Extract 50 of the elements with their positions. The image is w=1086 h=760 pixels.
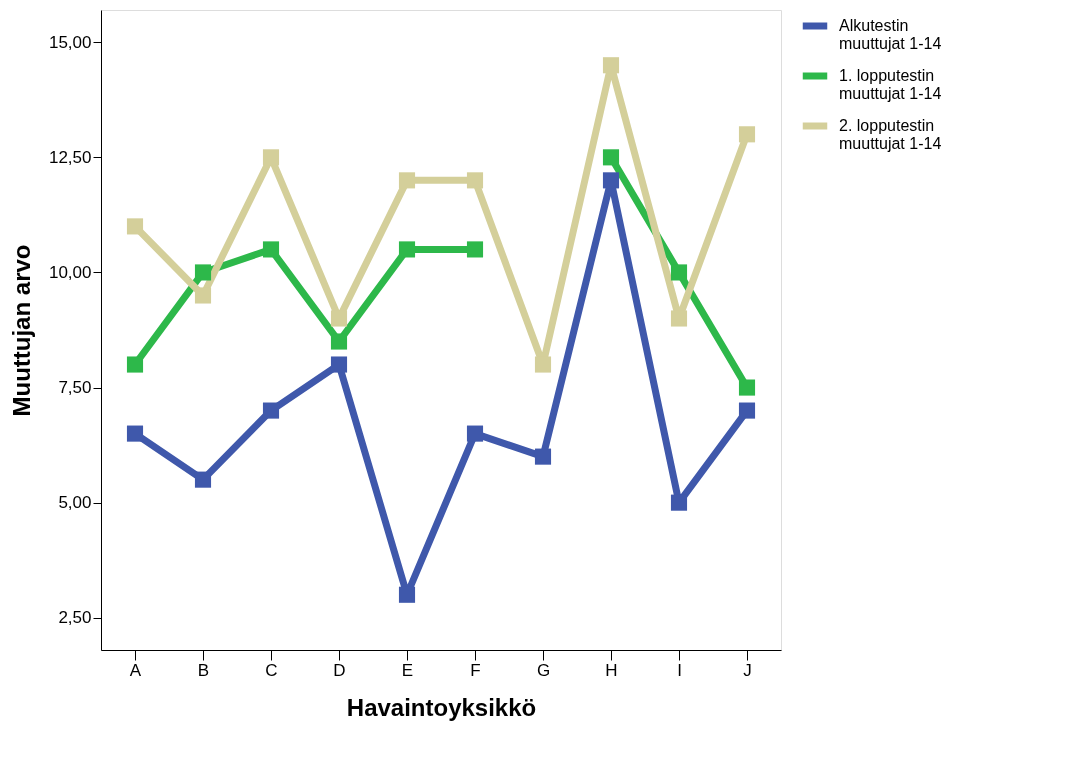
x-tick-label: F <box>470 660 481 680</box>
point <box>602 149 620 166</box>
y-tick-label: 5,00 <box>58 493 92 513</box>
point <box>398 241 416 258</box>
legend-label: 1. lopputestin muuttujat 1-14 <box>839 67 942 102</box>
legend-label: 2. lopputestin muuttujat 1-14 <box>839 117 942 152</box>
x-tick-label: A <box>129 660 142 680</box>
y-tick-label: 10,00 <box>48 262 92 282</box>
legend-label: Alkutestin muuttujat 1-14 <box>839 17 942 52</box>
y-tick-label: 7,50 <box>58 378 92 398</box>
point <box>126 425 144 442</box>
point <box>466 425 484 442</box>
point <box>738 402 756 419</box>
x-tick-label: C <box>265 660 278 680</box>
point <box>602 172 620 189</box>
point <box>670 264 688 281</box>
x-tick-label: H <box>605 660 618 680</box>
point <box>330 356 348 373</box>
y-axis-title: Muuttujan arvo <box>7 244 35 417</box>
point <box>194 264 212 281</box>
y-tick-label: 2,50 <box>58 608 92 628</box>
y-tick-label: 12,50 <box>48 147 92 167</box>
point <box>126 218 144 235</box>
x-axis-title: Havaintoyksikkö <box>346 693 537 721</box>
point <box>194 287 212 304</box>
x-tick-label: B <box>197 660 210 680</box>
point <box>670 494 688 511</box>
x-tick-label: E <box>401 660 414 680</box>
point <box>670 310 688 327</box>
point <box>738 379 756 396</box>
point <box>534 356 552 373</box>
point <box>194 471 212 488</box>
point <box>466 241 484 258</box>
point <box>602 57 620 74</box>
point <box>534 448 552 465</box>
x-tick-label: G <box>536 660 551 680</box>
point <box>262 402 280 419</box>
point <box>330 310 348 327</box>
y-tick-label: 15,00 <box>48 32 92 52</box>
point <box>262 149 280 166</box>
point <box>738 126 756 143</box>
point <box>466 172 484 189</box>
x-tick-label: D <box>333 660 346 680</box>
point <box>330 333 348 350</box>
point <box>262 241 280 258</box>
point <box>398 586 416 603</box>
point <box>398 172 416 189</box>
x-tick-label: I <box>677 660 682 680</box>
point <box>126 356 144 373</box>
x-tick-label: J <box>743 660 752 680</box>
